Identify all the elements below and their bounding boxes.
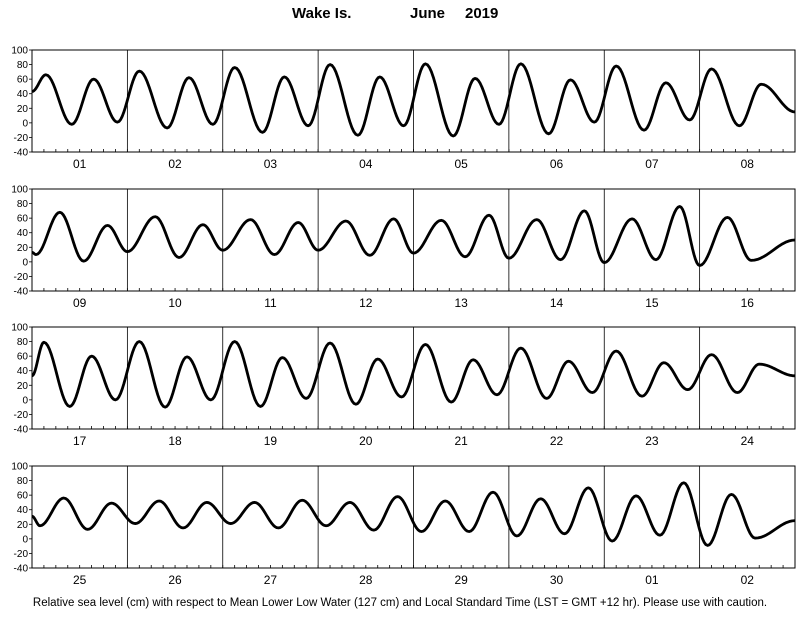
day-label-02: 02	[741, 573, 755, 587]
y-tick-label: 40	[17, 228, 29, 239]
y-tick-label: 100	[11, 46, 28, 57]
y-tick-label: -40	[14, 425, 29, 436]
y-tick-label: 40	[17, 89, 29, 100]
y-tick-label: -20	[14, 133, 29, 144]
y-tick-label: 20	[17, 104, 29, 115]
day-label-18: 18	[168, 434, 182, 448]
day-label-16: 16	[741, 296, 755, 310]
day-label-02: 02	[168, 157, 182, 171]
chart-title: Wake Is. June 2019	[0, 5, 800, 27]
day-label-19: 19	[264, 434, 278, 448]
day-label-01: 01	[73, 157, 87, 171]
day-label-10: 10	[168, 296, 182, 310]
day-label-30: 30	[550, 573, 564, 587]
day-label-09: 09	[73, 296, 87, 310]
day-label-24: 24	[741, 434, 755, 448]
y-tick-label: -40	[14, 287, 29, 298]
day-label-22: 22	[550, 434, 564, 448]
y-tick-label: 60	[17, 214, 29, 225]
day-label-27: 27	[264, 573, 278, 587]
y-tick-label: 20	[17, 520, 29, 531]
y-tick-label: 40	[17, 366, 29, 377]
y-tick-label: 60	[17, 352, 29, 363]
day-label-13: 13	[455, 296, 469, 310]
tide-line	[31, 340, 796, 409]
day-label-17: 17	[73, 434, 87, 448]
tide-line	[31, 481, 796, 547]
day-label-11: 11	[264, 296, 277, 310]
tide-panel-2: -40 -20 0 20 40 60 80 100 09 10 11 12 13 14 15 16	[11, 185, 796, 310]
y-tick-label: -20	[14, 272, 29, 283]
tide-line	[31, 62, 796, 138]
y-tick-label: 0	[22, 395, 28, 406]
day-label-07: 07	[645, 157, 659, 171]
tide-panel-4: -40 -20 0 20 40 60 80 100 25 26 27 28 29 30 01 02	[11, 462, 796, 587]
y-tick-label: 80	[17, 199, 29, 210]
y-tick-label: -20	[14, 549, 29, 560]
day-label-06: 06	[550, 157, 564, 171]
day-label-26: 26	[168, 573, 182, 587]
y-tick-label: 0	[22, 257, 28, 268]
y-tick-label: 60	[17, 491, 29, 502]
day-label-20: 20	[359, 434, 373, 448]
day-label-05: 05	[455, 157, 469, 171]
title-month: June	[410, 5, 446, 22]
y-tick-label: 100	[11, 323, 28, 334]
y-tick-label: 80	[17, 476, 29, 487]
tide-panel-3: -40 -20 0 20 40 60 80 100 17 18 19 20 21 22 23 24	[11, 323, 796, 448]
y-tick-label: 80	[17, 60, 29, 71]
tide-line	[30, 205, 796, 267]
day-label-12: 12	[359, 296, 373, 310]
day-label-03: 03	[264, 157, 278, 171]
day-label-21: 21	[455, 434, 469, 448]
day-label-08: 08	[741, 157, 755, 171]
footer-note: Relative sea level (cm) with respect to …	[32, 597, 768, 609]
y-tick-label: 80	[17, 337, 29, 348]
y-tick-label: -40	[14, 564, 29, 575]
y-tick-label: 40	[17, 505, 29, 516]
day-label-01: 01	[645, 573, 659, 587]
y-tick-label: 100	[11, 185, 28, 196]
day-label-23: 23	[645, 434, 659, 448]
title-location: Wake Is.	[292, 5, 352, 22]
day-label-28: 28	[359, 573, 373, 587]
tide-panel-1: -40 -20 0 20 40 60 80 100 01 02 03 04 05 06 07 08	[11, 46, 796, 171]
day-label-15: 15	[645, 296, 659, 310]
y-tick-label: 20	[17, 243, 29, 254]
y-tick-label: 20	[17, 381, 29, 392]
day-label-14: 14	[550, 296, 564, 310]
day-label-29: 29	[455, 573, 469, 587]
y-tick-label: 0	[22, 534, 28, 545]
title-year: 2019	[465, 5, 499, 22]
y-tick-label: 100	[11, 462, 28, 473]
day-label-25: 25	[73, 573, 87, 587]
y-tick-label: 60	[17, 75, 29, 86]
day-label-04: 04	[359, 157, 373, 171]
y-tick-label: 0	[22, 118, 28, 129]
y-tick-label: -20	[14, 410, 29, 421]
y-tick-label: -40	[14, 148, 29, 159]
